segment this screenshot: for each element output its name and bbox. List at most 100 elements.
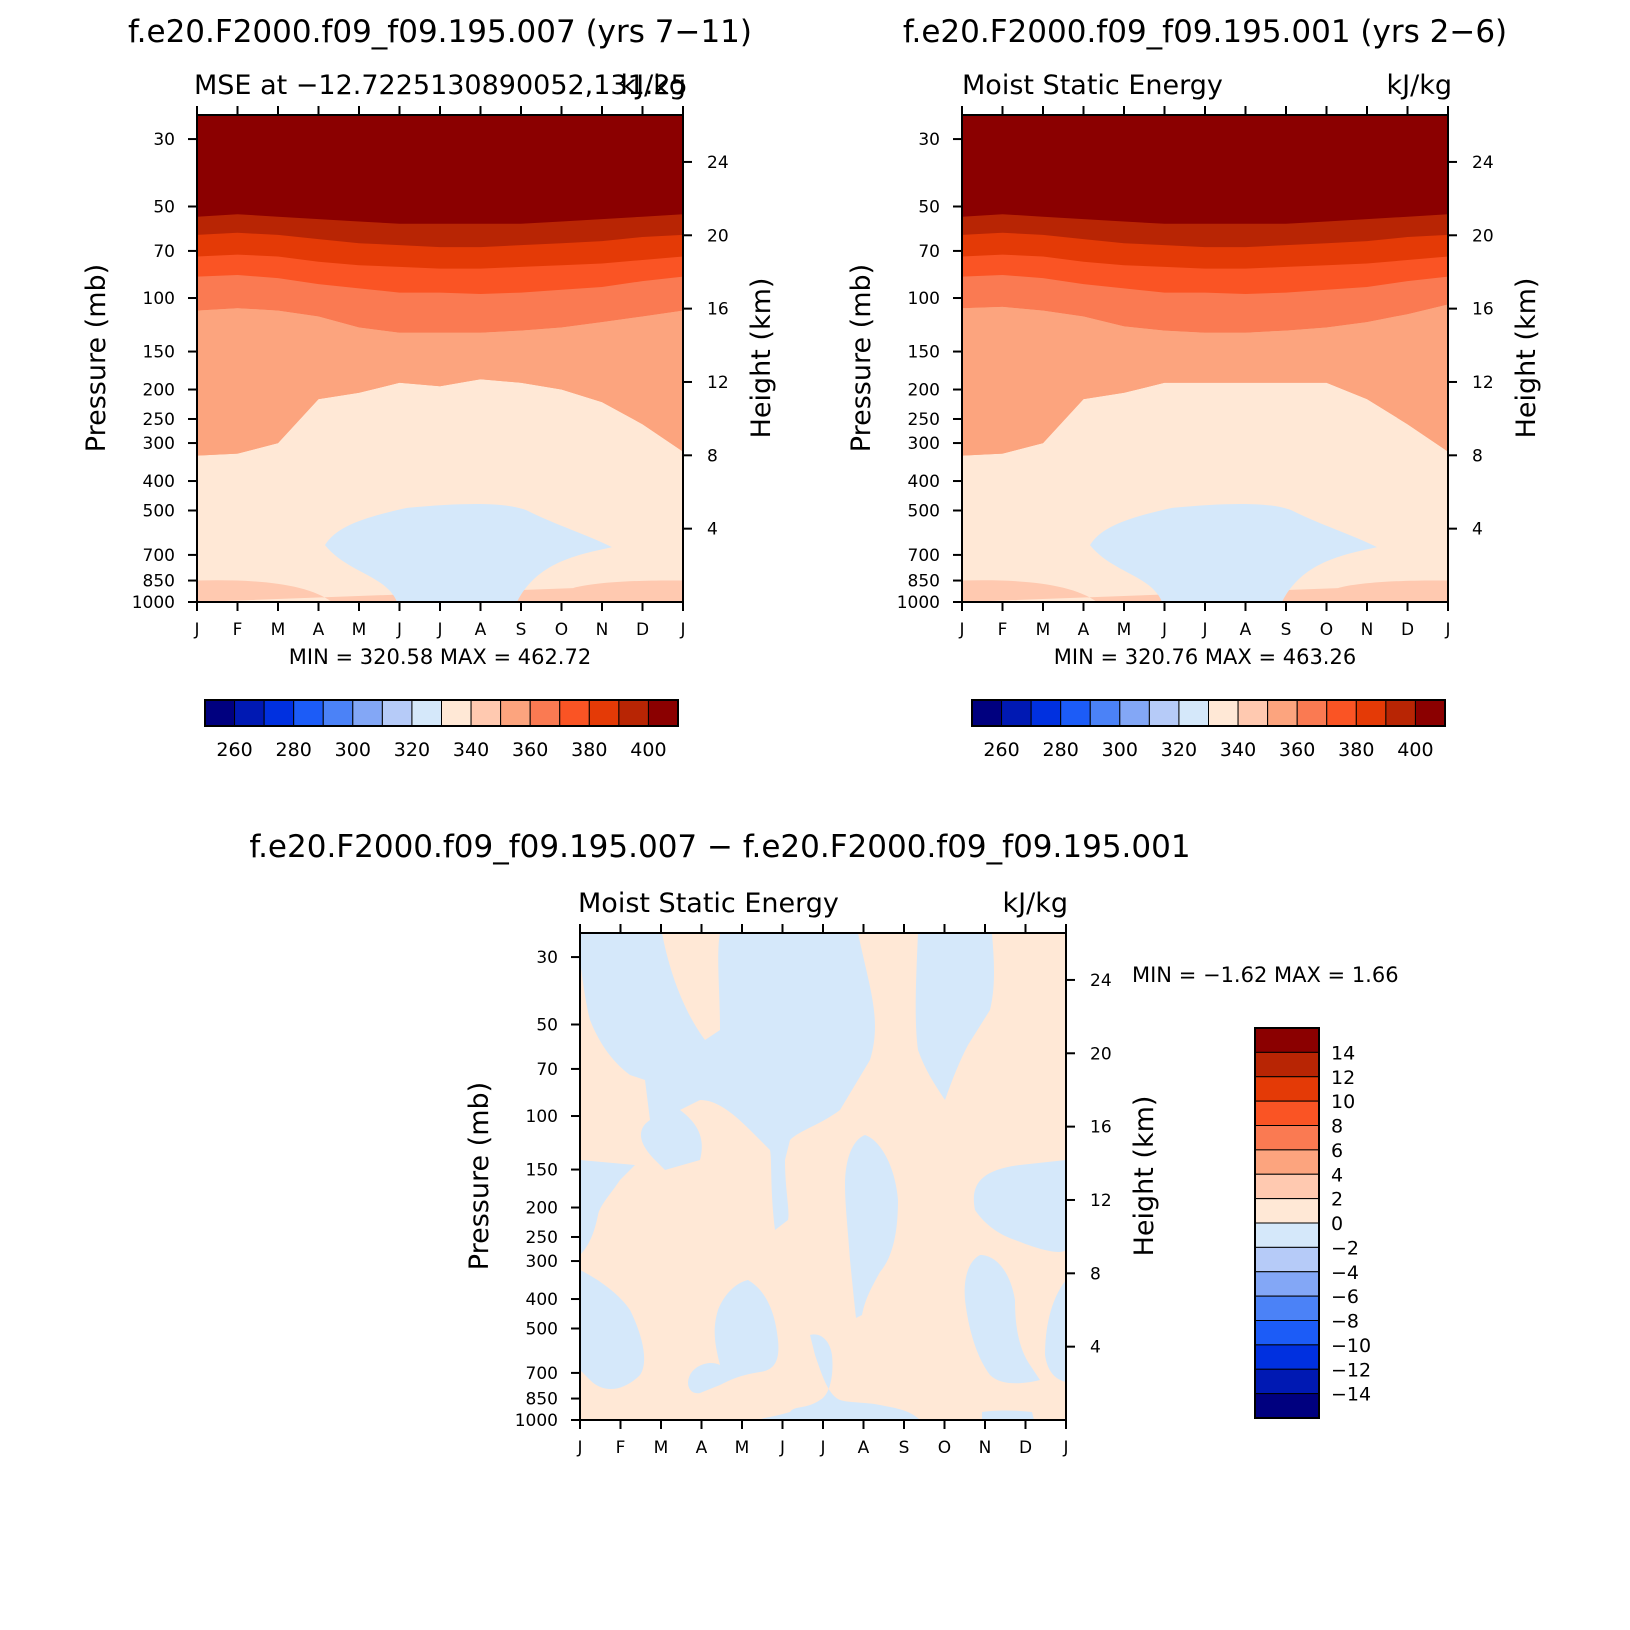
height-tick-label: 4 xyxy=(1090,1338,1101,1358)
height-tick-label: 24 xyxy=(1472,153,1494,173)
diff-negative-region xyxy=(845,1135,898,1318)
diff-negative-region xyxy=(982,1410,1034,1420)
y-tick-label: 500 xyxy=(908,501,940,521)
x-tick-label: A xyxy=(858,1438,870,1458)
left-right-axis-label: Height (km) xyxy=(746,278,777,439)
x-tick-label: J xyxy=(1062,1438,1068,1458)
height-tick-label: 4 xyxy=(1472,520,1483,540)
x-tick-label: J xyxy=(576,1438,582,1458)
contour-band-350 xyxy=(197,308,683,456)
colorbar-label: 10 xyxy=(1331,1091,1355,1113)
colorbar-swatch xyxy=(1254,1027,1320,1053)
colorbar-label: −14 xyxy=(1331,1384,1371,1406)
colorbar-label: 320 xyxy=(394,739,430,761)
colorbar-label: 4 xyxy=(1331,1164,1343,1186)
height-tick-label: 20 xyxy=(707,226,729,246)
y-tick-label: 500 xyxy=(143,501,175,521)
height-tick-label: 12 xyxy=(707,373,729,393)
y-tick-label: 700 xyxy=(908,546,940,566)
colorbar-swatch xyxy=(1267,699,1298,727)
x-tick-label: S xyxy=(899,1438,910,1458)
colorbar-swatch xyxy=(618,699,649,727)
y-tick-label: 50 xyxy=(153,198,175,218)
colorbar-swatch xyxy=(1119,699,1150,727)
height-tick-label: 24 xyxy=(1090,971,1112,991)
y-tick-label: 200 xyxy=(143,381,175,401)
colorbar-swatch xyxy=(441,699,472,727)
y-tick-label: 400 xyxy=(143,472,175,492)
x-tick-label: J xyxy=(436,620,442,640)
x-tick-label: S xyxy=(516,620,527,640)
x-tick-label: J xyxy=(679,620,685,640)
colorbar-swatch xyxy=(263,699,295,727)
y-tick-label: 250 xyxy=(908,410,940,430)
colorbar-label: 360 xyxy=(512,739,548,761)
colorbar-swatch xyxy=(1208,699,1239,727)
colorbar-swatch xyxy=(1385,699,1416,727)
y-tick-label: 100 xyxy=(908,289,940,309)
y-tick-label: 200 xyxy=(526,1199,558,1219)
colorbar-label: 300 xyxy=(335,739,371,761)
colorbar-label: −2 xyxy=(1331,1237,1359,1259)
colorbar-label: 340 xyxy=(1220,739,1256,761)
colorbar-swatch xyxy=(1254,1368,1320,1395)
y-tick-label: 1000 xyxy=(515,1411,558,1431)
colorbar-swatch xyxy=(1148,699,1180,727)
difference-axis-ticks: J F M A M J J A S O N D J 30 50 70 100 150 200 250 300 400 500… xyxy=(515,924,1112,1458)
colorbar-label: −4 xyxy=(1331,1262,1359,1284)
colorbar-swatch xyxy=(1254,1295,1320,1321)
x-tick-label: F xyxy=(233,620,243,640)
x-tick-label: A xyxy=(1240,620,1252,640)
colorbar-swatch xyxy=(529,699,561,727)
colorbar-label: 360 xyxy=(1279,739,1315,761)
colorbar-label: −10 xyxy=(1331,1335,1371,1357)
x-tick-label: A xyxy=(696,1438,708,1458)
x-tick-label: A xyxy=(475,620,487,640)
x-tick-label: S xyxy=(1281,620,1292,640)
y-tick-label: 50 xyxy=(918,198,940,218)
y-tick-label: 100 xyxy=(526,1107,558,1127)
x-tick-label: A xyxy=(313,620,325,640)
colorbar-label: 0 xyxy=(1331,1213,1343,1235)
colorbar-swatch xyxy=(1254,1125,1320,1151)
contour-band-320 xyxy=(325,503,612,602)
colorbar-swatch xyxy=(500,699,531,727)
height-tick-label: 16 xyxy=(1090,1118,1112,1138)
right-contour-fill xyxy=(962,115,1448,602)
height-tick-label: 12 xyxy=(1090,1191,1112,1211)
colorbar-label: 300 xyxy=(1102,739,1138,761)
x-tick-label: J xyxy=(958,620,964,640)
colorbar-label: −12 xyxy=(1331,1359,1371,1381)
colorbar-label: −8 xyxy=(1331,1311,1359,1333)
x-tick-label: M xyxy=(654,1438,669,1458)
difference-panel-title: f.e20.F2000.f09_f09.195.007 − f.e20.F200… xyxy=(249,829,1190,865)
diff-negative-region xyxy=(580,1160,635,1255)
colorbar-swatch xyxy=(1326,699,1357,727)
colorbar-swatch xyxy=(204,699,236,727)
colorbar-swatch xyxy=(559,699,590,727)
y-tick-label: 70 xyxy=(536,1060,558,1080)
y-tick-label: 70 xyxy=(918,242,940,262)
y-tick-label: 30 xyxy=(536,948,558,968)
difference-units: kJ/kg xyxy=(1003,888,1068,919)
y-tick-label: 850 xyxy=(143,572,175,592)
colorbar-swatch xyxy=(1254,1246,1320,1273)
colorbar-swatch xyxy=(1254,1222,1320,1248)
colorbar-swatch xyxy=(1296,699,1328,727)
y-tick-label: 200 xyxy=(908,381,940,401)
colorbar-label: 280 xyxy=(1043,739,1079,761)
colorbar-label: 400 xyxy=(630,739,666,761)
diff-negative-region xyxy=(580,933,875,1230)
y-tick-label: 250 xyxy=(143,410,175,430)
colorbar-border xyxy=(1254,1027,1320,1419)
right-chart: J F M A M J J A S O N D J 30 50 70 100 150 200 250 300 400 500… xyxy=(846,70,1542,761)
colorbar-label: −6 xyxy=(1331,1286,1359,1308)
colorbar-label: 320 xyxy=(1161,739,1197,761)
diff-negative-region xyxy=(688,1280,779,1394)
colorbar-label: 6 xyxy=(1331,1140,1343,1162)
x-tick-label: J xyxy=(396,620,402,640)
right-subtitle: Moist Static Energy xyxy=(962,70,1223,101)
x-tick-label: J xyxy=(1201,620,1207,640)
colorbar-swatch xyxy=(411,699,442,727)
